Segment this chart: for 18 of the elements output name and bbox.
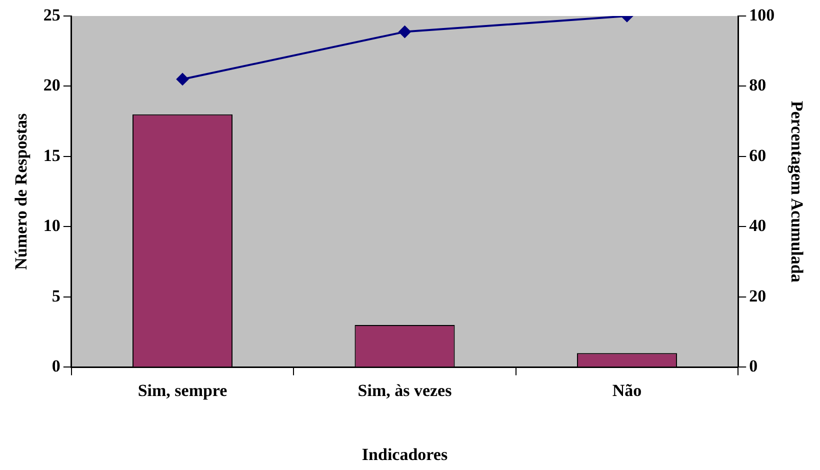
x-axis-title: Indicadores — [362, 445, 448, 464]
x-tick-label: Sim, às vezes — [358, 380, 452, 400]
y2-tick-label: 0 — [749, 356, 758, 376]
y-tick-label: 15 — [43, 146, 60, 165]
y-tick-label: 0 — [52, 356, 60, 376]
y2-tick-label: 20 — [749, 286, 766, 306]
y-tick-label: 5 — [52, 286, 60, 306]
y2-tick-label: 60 — [749, 146, 766, 165]
y2-tick-label: 100 — [749, 5, 775, 24]
y-axis-title: Número de Respostas — [12, 112, 31, 270]
y-tick-label: 10 — [43, 216, 60, 236]
y2-tick-label: 80 — [749, 76, 766, 95]
x-tick-label: Sim, sempre — [138, 380, 228, 400]
y-tick-label: 25 — [43, 5, 60, 24]
x-tick-label: Não — [612, 380, 642, 400]
y2-tick-label: 40 — [749, 216, 766, 236]
y2-axis-title: Percentagem Acumulada — [787, 100, 806, 283]
y-tick-label: 20 — [43, 76, 60, 95]
